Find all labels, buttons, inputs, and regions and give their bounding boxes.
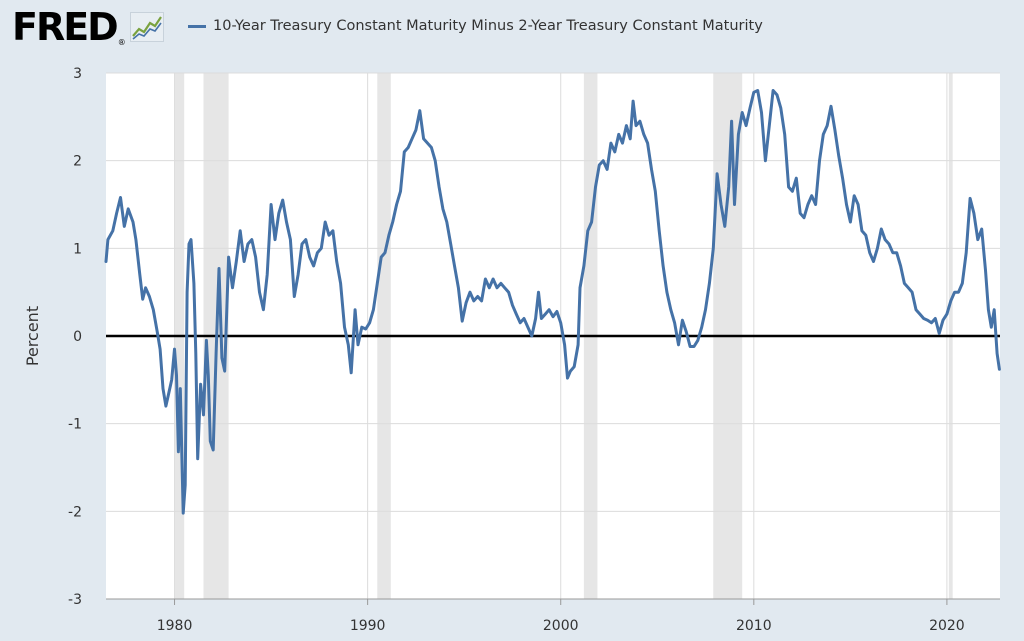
y-tick-label: 2 bbox=[73, 154, 82, 170]
y-tick-label: -2 bbox=[68, 504, 82, 520]
y-tick-label: 3 bbox=[73, 66, 82, 82]
chart-header: FRED ® 10-Year Treasury Constant Maturit… bbox=[0, 0, 1024, 56]
y-tick-label: -1 bbox=[68, 417, 82, 433]
chart-legend[interactable]: 10-Year Treasury Constant Maturity Minus… bbox=[188, 14, 763, 38]
registered-mark: ® bbox=[117, 38, 126, 47]
legend-swatch bbox=[188, 24, 206, 28]
y-tick-label: -3 bbox=[68, 592, 82, 608]
y-tick-label: 1 bbox=[73, 241, 82, 257]
y-tick-label: 0 bbox=[73, 329, 82, 345]
fred-logo-text: FRED bbox=[12, 5, 119, 49]
x-tick-label: 2000 bbox=[543, 618, 579, 634]
x-tick-label: 1990 bbox=[350, 618, 386, 634]
legend-label: 10-Year Treasury Constant Maturity Minus… bbox=[213, 18, 763, 34]
x-tick-label: 1980 bbox=[157, 618, 193, 634]
x-tick-label: 2020 bbox=[929, 618, 965, 634]
fred-logo[interactable]: FRED ® bbox=[12, 6, 164, 50]
sparkline-chart-icon bbox=[129, 12, 164, 46]
x-tick-label: 2010 bbox=[736, 618, 772, 634]
series-line bbox=[104, 89, 1001, 515]
y-axis-label: Percent bbox=[23, 306, 42, 366]
